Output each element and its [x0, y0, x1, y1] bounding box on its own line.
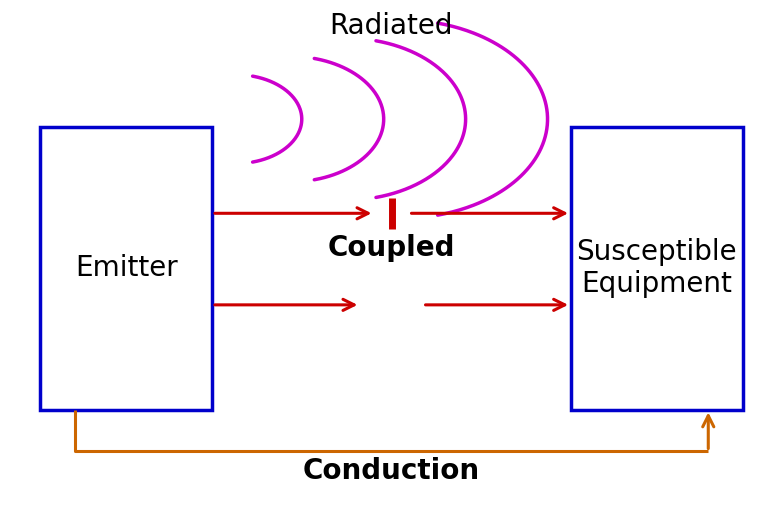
Text: Susceptible
Equipment: Susceptible Equipment	[576, 238, 737, 298]
Text: Emitter: Emitter	[75, 254, 178, 282]
Text: Coupled: Coupled	[328, 234, 455, 262]
Bar	[41, 127, 212, 410]
Text: Radiated: Radiated	[330, 12, 453, 40]
Bar	[571, 127, 742, 410]
Text: Conduction: Conduction	[303, 457, 480, 484]
